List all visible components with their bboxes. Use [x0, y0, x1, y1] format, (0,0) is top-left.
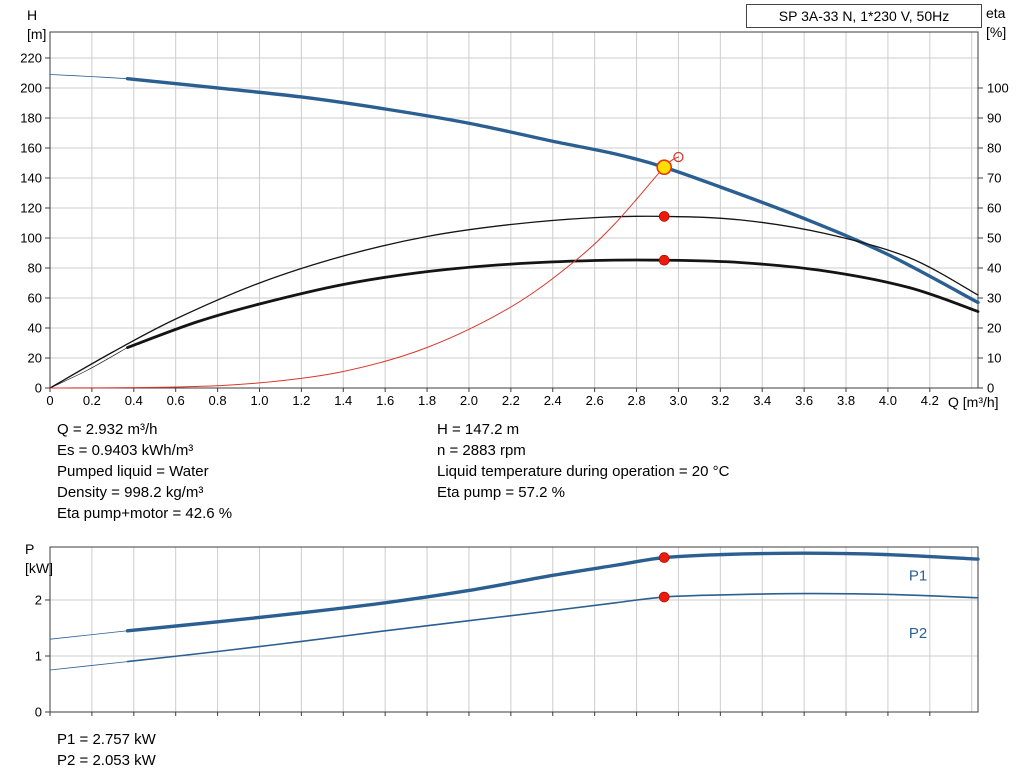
- x-tick-label: 0.8: [209, 393, 227, 408]
- operating-point-marker: [658, 254, 670, 266]
- y2-tick-label: 40: [987, 261, 1001, 276]
- y2-tick-label: 100: [987, 81, 1009, 96]
- eta-axis-unit: [%]: [986, 24, 1007, 40]
- p-axis-label: P [kW]: [25, 540, 53, 578]
- info-es: Es = 0.9403 kWh/m³: [57, 442, 194, 459]
- y-tick-label: 200: [20, 80, 42, 95]
- power-chart: P1 P2 0 1 2: [35, 546, 980, 720]
- x-tick-label: 2.0: [460, 393, 478, 408]
- series-label-p2: P2: [909, 625, 927, 642]
- y-tick-label: 0: [35, 381, 42, 396]
- x-tick-label: 3.6: [795, 393, 813, 408]
- head-curve: [125, 76, 980, 305]
- x-tick-label: 1.0: [250, 393, 268, 408]
- series-label-p1: P1: [909, 567, 927, 584]
- head-curve-leadin: [49, 74, 128, 80]
- x-tick-label: 3.2: [711, 393, 729, 408]
- eta-axis-label: eta [%]: [986, 4, 1006, 42]
- info-liquid-temp: Liquid temperature during operation = 20…: [437, 463, 730, 480]
- y2-tick-label: 70: [987, 171, 1001, 186]
- operating-point-marker: [658, 211, 670, 222]
- x-tick-label: 2.8: [628, 393, 646, 408]
- info-q: Q = 2.932 m³/h: [57, 421, 158, 438]
- info-eta-pump-motor: Eta pump+motor = 42.6 %: [57, 505, 233, 522]
- x-tick-label: 0.2: [83, 393, 101, 408]
- p2-value: P2 = 2.053 kW: [57, 752, 156, 769]
- info-pumped-liquid: Pumped liquid = Water: [57, 463, 209, 480]
- p2-curve-leadin: [49, 661, 128, 671]
- y-tick-label: 0: [35, 705, 42, 720]
- x-tick-label: 2.2: [502, 393, 520, 408]
- h-axis-symbol: H: [27, 7, 38, 23]
- duty-info-left: Q = 2.932 m³/h Es = 0.9403 kWh/m³ Pumped…: [57, 419, 232, 524]
- y-tick-label: 160: [20, 140, 42, 155]
- x-tick-label: 0: [46, 393, 53, 408]
- y-tick-label: 140: [20, 170, 42, 185]
- eta-axis-symbol: eta: [986, 5, 1006, 21]
- x-tick-label: 3.8: [837, 393, 855, 408]
- p1-curve-leadin: [49, 630, 128, 640]
- y-tick-label: 40: [28, 320, 42, 335]
- p1-value: P1 = 2.757 kW: [57, 731, 156, 748]
- y2-tick-label: 10: [987, 351, 1001, 366]
- pump-title-box: SP 3A-33 N, 1*230 V, 50Hz: [746, 4, 982, 28]
- x-tick-label: 0.4: [125, 393, 143, 408]
- y-tick-label: 100: [20, 230, 42, 245]
- x-tick-label: 0.6: [167, 393, 185, 408]
- eta-pump-curve: [49, 215, 979, 389]
- x-tick-label: 4.0: [879, 393, 897, 408]
- p1-curve: [125, 551, 980, 633]
- y-tick-label: 20: [28, 350, 42, 365]
- y-tick-label: 180: [20, 110, 42, 125]
- x-tick-label: 1.4: [334, 393, 352, 408]
- plot-frame: [49, 546, 979, 713]
- h-axis-unit: [m]: [27, 26, 47, 42]
- x-tick-label: 3.0: [669, 393, 687, 408]
- x-tick-label: 1.2: [292, 393, 310, 408]
- y2-tick-label: 50: [987, 231, 1001, 246]
- info-n: n = 2883 rpm: [437, 442, 526, 459]
- y2-tick-label: 20: [987, 321, 1001, 336]
- duty-point-marker[interactable]: [656, 159, 672, 175]
- h-axis-label: H [m]: [27, 6, 46, 44]
- rated-point-marker: [673, 151, 684, 163]
- y2-tick-label: 80: [987, 141, 1001, 156]
- eta-pump-motor-leadin: [49, 347, 128, 389]
- info-density: Density = 998.2 kg/m³: [57, 484, 204, 501]
- y2-tick-label: 90: [987, 111, 1001, 126]
- p-axis-unit: [kW]: [25, 560, 53, 576]
- q-axis-label: Q [m³/h]: [948, 394, 999, 410]
- y-tick-label: 60: [28, 290, 42, 305]
- y2-tick-label: 0: [987, 381, 994, 396]
- info-h: H = 147.2 m: [437, 421, 520, 438]
- operating-point-marker: [658, 552, 670, 563]
- y2-tick-label: 60: [987, 201, 1001, 216]
- y-tick-label: 1: [35, 648, 42, 663]
- x-tick-label: 2.6: [586, 393, 604, 408]
- operating-point-marker: [658, 591, 670, 603]
- x-tick-label: 1.6: [376, 393, 394, 408]
- y-tick-label: 220: [20, 50, 42, 65]
- y2-tick-label: 30: [987, 291, 1001, 306]
- x-tick-label: 1.8: [418, 393, 436, 408]
- y-tick-label: 2: [35, 592, 42, 607]
- hq-eta-chart: 0 0.2 0.4 0.6 0.8 1.0 1.2 1.4 1.6 1.8 2.0 2.2 2.4 2.6…: [20, 31, 1009, 408]
- duty-info-right: H = 147.2 m n = 2883 rpm Liquid temperat…: [437, 419, 729, 503]
- x-tick-label: 2.4: [544, 393, 562, 408]
- plot-frame: [49, 31, 979, 389]
- y-tick-label: 120: [20, 200, 42, 215]
- y-tick-label: 80: [28, 260, 42, 275]
- info-eta-pump: Eta pump = 57.2 %: [437, 484, 565, 501]
- x-tick-label: 3.4: [753, 393, 771, 408]
- eta-pump-motor-curve: [126, 258, 980, 349]
- p-axis-symbol: P: [25, 541, 35, 557]
- p2-curve: [126, 592, 979, 663]
- system-curve: [49, 156, 679, 389]
- x-tick-label: 4.2: [921, 393, 939, 408]
- power-values: P1 = 2.757 kW P2 = 2.053 kW: [57, 729, 156, 771]
